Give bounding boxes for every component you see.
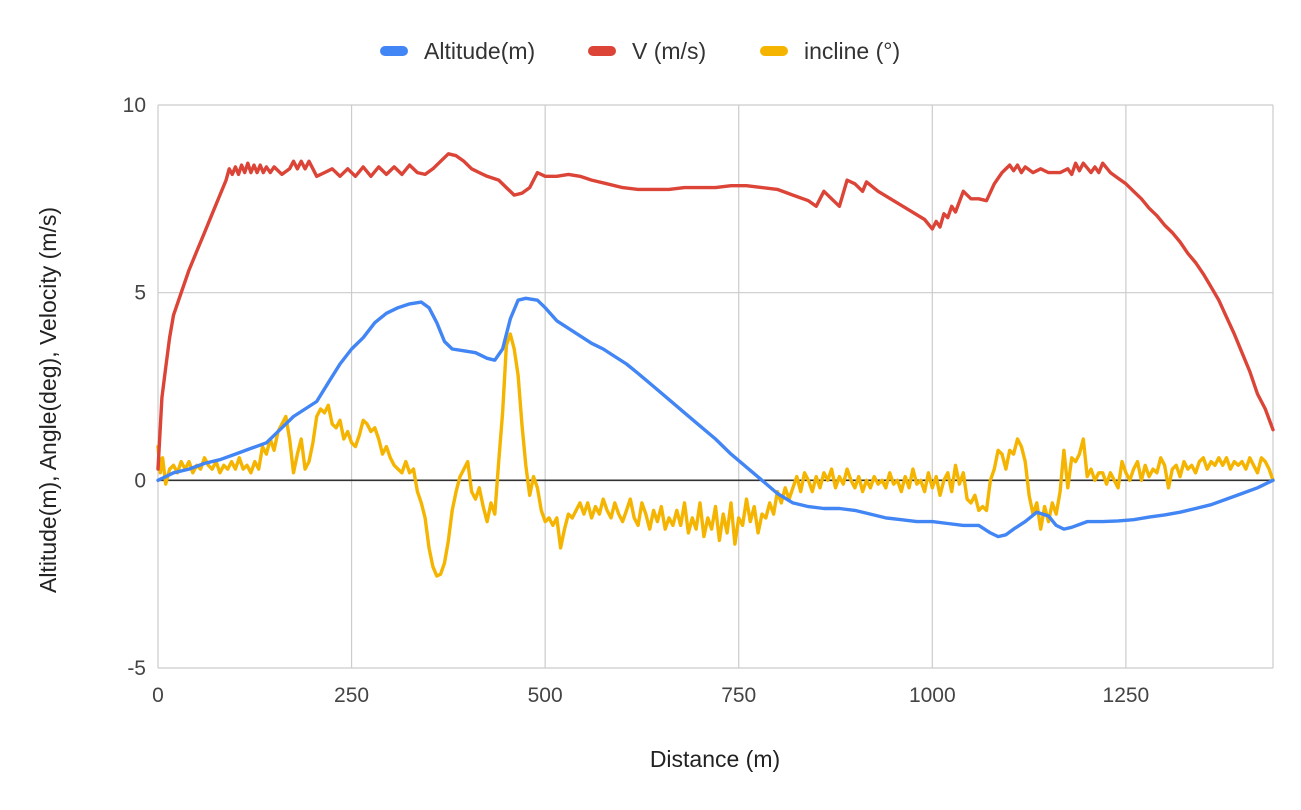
y-tick-label: 0 xyxy=(134,469,146,492)
series-line-0 xyxy=(156,296,1275,539)
legend-swatch-0 xyxy=(380,46,408,56)
series-line-2 xyxy=(156,332,1275,578)
y-tick-label: 5 xyxy=(134,282,146,305)
x-axis-title: Distance (m) xyxy=(650,746,780,772)
x-tick-label: 0 xyxy=(152,684,164,707)
legend-swatch-2 xyxy=(760,46,788,56)
series-layer xyxy=(156,152,1275,578)
grid xyxy=(157,104,1274,669)
series-line-1 xyxy=(156,152,1275,471)
y-tick-label: 10 xyxy=(123,94,146,117)
legend-label-1: V (m/s) xyxy=(632,38,706,64)
y-tick-label: -5 xyxy=(127,657,146,680)
tick-labels: -5 0 5 10 0 250 500 750 1000 1250 xyxy=(123,94,1150,707)
legend-label-0: Altitude(m) xyxy=(424,38,535,64)
x-tick-label: 500 xyxy=(528,684,563,707)
legend: Altitude(m) V (m/s) incline (°) xyxy=(380,38,900,64)
y-axis-title: Altitude(m), Angle(deg), Velocity (m/s) xyxy=(35,207,61,593)
legend-swatch-1 xyxy=(588,46,616,56)
x-tick-label: 1000 xyxy=(909,684,956,707)
x-tick-label: 1250 xyxy=(1103,684,1150,707)
x-tick-label: 750 xyxy=(721,684,756,707)
legend-label-2: incline (°) xyxy=(804,38,900,64)
x-tick-label: 250 xyxy=(334,684,369,707)
